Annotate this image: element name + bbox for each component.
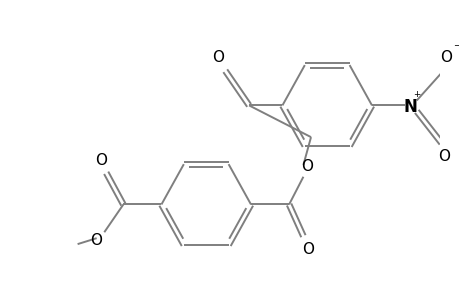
- Text: O: O: [302, 242, 313, 256]
- Text: O: O: [90, 233, 101, 248]
- Text: O: O: [301, 159, 313, 174]
- Text: $^{+}$: $^{+}$: [413, 91, 421, 104]
- Text: O: O: [95, 153, 107, 168]
- Text: O: O: [437, 149, 449, 164]
- Text: $^{-}$: $^{-}$: [453, 42, 459, 56]
- Text: N: N: [402, 98, 416, 116]
- Text: O: O: [211, 50, 223, 65]
- Text: O: O: [439, 50, 451, 65]
